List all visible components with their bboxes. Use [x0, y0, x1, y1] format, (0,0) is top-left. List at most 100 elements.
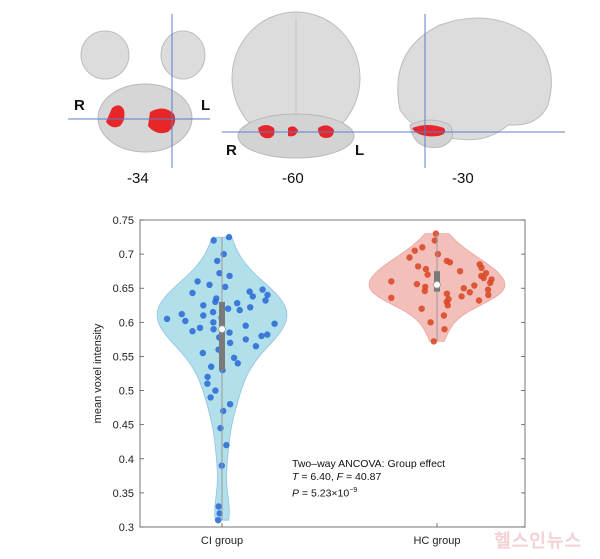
- data-point: [199, 349, 206, 357]
- cluster-left: [106, 105, 125, 128]
- y-tick-label: 0.45: [113, 420, 134, 432]
- y-tick-label: 0.5: [119, 386, 134, 398]
- data-point: [216, 270, 223, 277]
- data-point: [446, 259, 454, 266]
- data-point: [206, 281, 213, 288]
- slice-coordinate-label: -60: [282, 170, 304, 187]
- data-point: [271, 320, 278, 327]
- orientation-right-label: R: [74, 97, 85, 114]
- data-point: [480, 274, 487, 282]
- data-point: [207, 394, 214, 401]
- data-point: [226, 329, 233, 336]
- data-point: [264, 291, 271, 299]
- data-point: [234, 300, 241, 307]
- cluster: [412, 125, 446, 137]
- data-point: [208, 363, 215, 370]
- data-point: [432, 230, 440, 237]
- data-point: [247, 304, 254, 311]
- stats-line-1: Two–way ANCOVA: Group effect: [292, 458, 446, 470]
- brain-tissue: [80, 30, 130, 80]
- slice-coordinate-label: -30: [452, 170, 474, 187]
- slice-coordinate-label: -34: [127, 170, 149, 187]
- data-point: [458, 293, 465, 300]
- stats-t-value: = 6.40,: [298, 471, 337, 483]
- data-point: [413, 280, 421, 288]
- data-point: [214, 257, 221, 265]
- data-point: [204, 373, 211, 381]
- data-point: [222, 283, 229, 291]
- plot-frame: [139, 219, 526, 528]
- data-point: [215, 503, 222, 510]
- y-tick-label: 0.65: [113, 283, 134, 295]
- data-point: [230, 354, 238, 361]
- stats-t-label: T: [292, 471, 299, 483]
- median-marker: [218, 325, 226, 333]
- data-point: [264, 331, 271, 338]
- data-point: [475, 297, 483, 304]
- data-point: [485, 291, 492, 299]
- data-point: [226, 339, 234, 346]
- data-point: [262, 297, 269, 304]
- y-axis-label: mean voxel intensity: [92, 323, 104, 423]
- data-point: [441, 326, 448, 333]
- y-tick-label: 0.75: [113, 215, 134, 227]
- data-point: [406, 254, 413, 261]
- orientation-left-label: L: [201, 97, 211, 114]
- data-point: [484, 286, 492, 293]
- data-point: [419, 244, 426, 251]
- data-point: [431, 237, 438, 244]
- brain-slice-1: [68, 14, 210, 168]
- data-point: [478, 264, 485, 271]
- stats-annotation: Two–way ANCOVA: Group effect T = 6.40, F…: [292, 458, 445, 501]
- data-point: [414, 263, 422, 270]
- data-point: [234, 360, 241, 367]
- stats-line-3: P = 5.23×10−9: [292, 484, 445, 501]
- orientation-right-label: R: [226, 142, 237, 159]
- cluster-right: [148, 108, 176, 134]
- data-point: [242, 336, 249, 343]
- stats-f-label: F: [336, 471, 344, 483]
- brain-tissue: [160, 30, 206, 80]
- data-point: [220, 250, 227, 258]
- data-point: [422, 265, 430, 273]
- y-tick-label: 0.55: [113, 351, 134, 363]
- data-point: [200, 302, 207, 309]
- brain-slice-3: [384, 14, 565, 168]
- stats-line-2: T = 6.40, F = 40.87: [292, 471, 445, 484]
- brain-slices-figure: [68, 11, 565, 168]
- data-point: [178, 310, 185, 318]
- data-point: [210, 326, 217, 333]
- median-marker: [433, 281, 441, 289]
- data-point: [421, 287, 428, 295]
- data-point: [182, 317, 189, 325]
- data-point: [252, 343, 260, 350]
- data-point: [388, 294, 395, 301]
- data-point: [200, 312, 207, 319]
- y-tick-label: 0.3: [119, 522, 134, 534]
- data-point: [236, 306, 243, 314]
- data-point: [444, 302, 451, 309]
- data-point: [430, 338, 437, 345]
- x-tick-label: CI group: [201, 535, 243, 547]
- stats-p-exponent: −9: [349, 487, 358, 494]
- data-point: [223, 441, 230, 449]
- data-point: [216, 510, 223, 517]
- data-point: [242, 322, 249, 329]
- data-point: [194, 278, 201, 285]
- data-point: [196, 324, 204, 331]
- data-point: [246, 288, 253, 295]
- data-point: [212, 298, 219, 306]
- data-point: [434, 250, 442, 258]
- data-point: [460, 285, 467, 292]
- data-point: [471, 282, 478, 289]
- data-point: [204, 380, 211, 387]
- data-point: [466, 289, 473, 296]
- data-point: [163, 315, 171, 323]
- data-point: [482, 270, 490, 277]
- data-point: [217, 424, 224, 432]
- data-point: [440, 312, 448, 319]
- orientation-left-label: L: [355, 142, 365, 159]
- watermark: 헬스인뉴스: [494, 531, 582, 551]
- brain-tissue: [97, 83, 193, 153]
- y-tick-label: 0.7: [119, 249, 134, 261]
